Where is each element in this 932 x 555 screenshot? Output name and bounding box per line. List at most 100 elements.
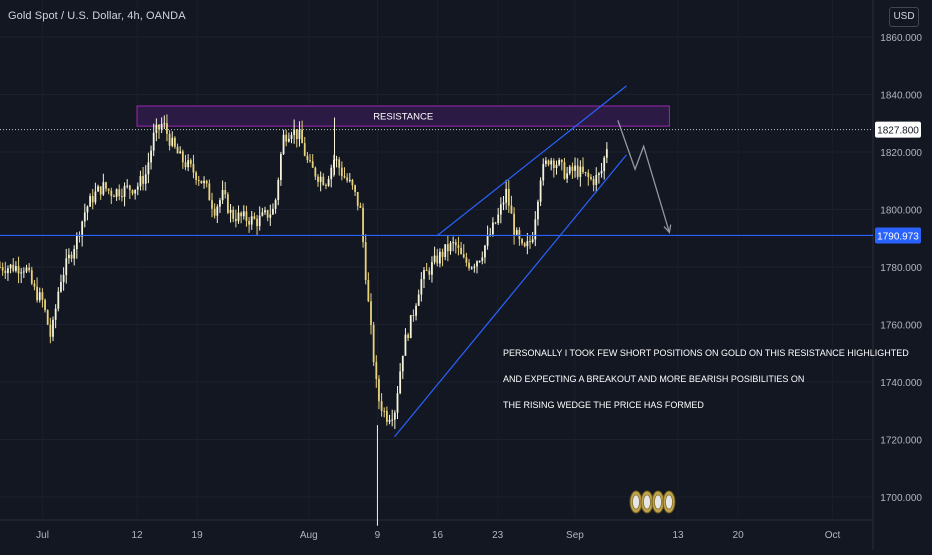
candle-body (351, 179, 354, 186)
candle-body (174, 137, 176, 147)
candle-body (160, 123, 163, 130)
candle-body (49, 324, 52, 337)
candle-body (134, 189, 137, 194)
candle-body (266, 210, 269, 218)
candle-body (41, 292, 44, 300)
candle-body (94, 191, 97, 203)
candle-body (73, 249, 76, 259)
candle-body (303, 143, 306, 156)
candle-body (91, 196, 94, 203)
candle-body (571, 166, 574, 171)
candle-body (264, 210, 266, 213)
candle-body (15, 266, 17, 271)
candle-body (205, 180, 208, 184)
candle-body (224, 190, 227, 195)
candle-body (1, 267, 4, 271)
annotation-line: AND EXPECTING A BREAKOUT AND MORE BEARIS… (503, 374, 804, 384)
candle-body (399, 371, 402, 394)
candle-body (492, 222, 494, 235)
candle-body (142, 176, 144, 184)
annotation-line: THE RISING WEDGE THE PRICE HAS FORMED (503, 400, 704, 410)
candle-body (97, 186, 99, 192)
time-axis[interactable]: Jul 12 19 Aug 9 16 23 Sep 13 20 Oct (36, 530, 840, 541)
candle-body (319, 176, 322, 182)
time-tick-label: 9 (375, 530, 381, 541)
candle-body (195, 172, 197, 180)
support-price-label: 1790.973 (877, 231, 919, 242)
candle-body (354, 185, 356, 192)
candle-body (502, 202, 505, 205)
price-tick-label: 1820.000 (880, 148, 922, 159)
candle-body (25, 267, 28, 272)
candle-body (250, 216, 253, 225)
price-tick-label: 1740.000 (880, 378, 922, 389)
candle-body (362, 207, 364, 243)
candle-body (600, 171, 603, 174)
candle-body (478, 260, 481, 262)
candle-body (184, 162, 187, 168)
candle-body (449, 243, 452, 252)
price-axis[interactable]: 1700.000 1720.000 1740.000 1760.000 1780.000… (875, 33, 922, 504)
candle-body (285, 134, 288, 142)
candle-body (187, 160, 190, 168)
candle-body (272, 208, 274, 215)
candle-body (499, 204, 502, 215)
candle-body (261, 212, 264, 216)
price-tick-label: 1860.000 (880, 33, 922, 44)
candle-body (550, 160, 553, 165)
currency-button[interactable]: USD (889, 7, 919, 27)
candle-body (537, 201, 539, 220)
candle-body (327, 179, 330, 186)
candle-body (314, 167, 317, 177)
resistance-zone (136, 105, 670, 127)
candle-body (386, 411, 388, 422)
candle-body (44, 299, 46, 311)
drawing-lines (0, 85, 873, 438)
candle-body (356, 191, 359, 206)
price-tick-label: 1780.000 (880, 263, 922, 274)
candle-body (388, 420, 391, 422)
candle-body (343, 176, 346, 178)
candle-body (179, 151, 182, 154)
candle-body (9, 264, 12, 269)
candle-body (457, 245, 460, 248)
candle-body (348, 179, 351, 181)
candle-body (534, 219, 537, 240)
candle-body (240, 212, 243, 217)
current-price-tag (875, 121, 921, 138)
candle-body (462, 254, 465, 258)
candle-body (301, 129, 303, 144)
candle-body (380, 401, 383, 411)
candle-body (306, 155, 309, 160)
time-tick-label: Oct (825, 530, 841, 541)
candle-body (436, 255, 439, 264)
candle-body (189, 160, 192, 164)
candle-body (446, 244, 449, 252)
candle-body (258, 215, 261, 227)
symbol-title[interactable]: Gold Spot / U.S. Dollar, 4h, OANDA (8, 10, 186, 22)
price-tick-label: 1760.000 (880, 321, 922, 332)
candle-body (136, 186, 139, 190)
price-tick-label: 1700.000 (880, 493, 922, 504)
candle-body (396, 393, 399, 413)
candle-body (36, 286, 38, 301)
candle-body (166, 123, 168, 134)
candle-body (155, 124, 158, 133)
candle-body (277, 179, 280, 200)
candle-body (290, 134, 293, 139)
time-tick-label: 13 (672, 530, 684, 541)
candle-body (521, 239, 523, 244)
candle-body (0, 267, 1, 268)
candle-body (216, 206, 219, 216)
price-tick-label: 1840.000 (880, 91, 922, 102)
candle-body (333, 159, 335, 168)
candle-body (505, 188, 508, 203)
candle-body (378, 379, 380, 402)
candle-body (423, 270, 425, 280)
candle-body (65, 258, 68, 275)
candle-body (219, 200, 221, 207)
current-price-label: 1827.800 (877, 126, 919, 137)
candle-body (113, 196, 115, 198)
